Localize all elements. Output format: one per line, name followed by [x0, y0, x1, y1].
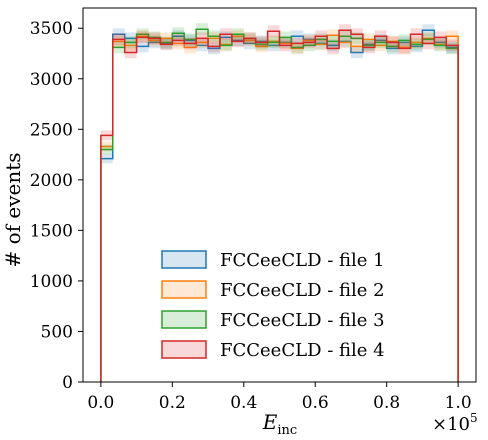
legend-label-3: FCCeeCLD - file 3: [220, 310, 385, 331]
y-axis-label: # of events: [1, 152, 25, 267]
x-tick-label: 1.0: [445, 393, 472, 413]
x-axis-label-sub: inc: [277, 423, 297, 438]
y-tick-label: 2500: [30, 120, 73, 140]
legend-swatch-4: [161, 340, 207, 359]
y-tick-label: 500: [41, 322, 73, 342]
series-4-step-line: [100, 29, 459, 382]
x-tick-label: 0.6: [302, 393, 329, 413]
y-tick-label: 2000: [30, 171, 73, 191]
y-tick-label: 3000: [30, 70, 73, 90]
legend-label-4: FCCeeCLD - file 4: [220, 340, 385, 361]
y-tick-label: 1000: [30, 272, 73, 292]
legend-label-1: FCCeeCLD - file 1: [220, 250, 385, 271]
x-axis-label: Einc: [262, 410, 297, 438]
legend-label-2: FCCeeCLD - file 2: [220, 280, 385, 301]
plot-frame: [82, 7, 477, 383]
legend-swatch-2: [161, 280, 207, 299]
x-axis-ticks: 0.0 0.2 0.4 0.6 0.8 1.0: [87, 382, 472, 413]
y-tick-label: 1500: [30, 221, 73, 241]
legend: FCCeeCLD - file 1 FCCeeCLD - file 2 FCCeeC…: [161, 250, 385, 361]
x-axis-label-main: E: [262, 410, 278, 434]
x-tick-label: 0.0: [87, 393, 114, 413]
x-tick-label: 0.2: [159, 393, 186, 413]
legend-swatch-3: [161, 310, 207, 329]
x-axis-offset-label: ×105: [432, 411, 478, 435]
legend-swatch-1: [161, 250, 207, 269]
y-axis-ticks: 0 500 1000 1500 2000 2500 3000 3500: [30, 19, 83, 393]
series-layer: [100, 23, 459, 382]
y-tick-label: 0: [62, 373, 73, 393]
x-tick-label: 0.4: [230, 393, 257, 413]
x-tick-label: 0.8: [373, 393, 400, 413]
y-tick-label: 3500: [30, 19, 73, 39]
x-axis-offset-exponent: 5: [470, 411, 478, 425]
x-axis-offset-base: ×10: [432, 414, 470, 435]
series-4: [100, 24, 459, 382]
